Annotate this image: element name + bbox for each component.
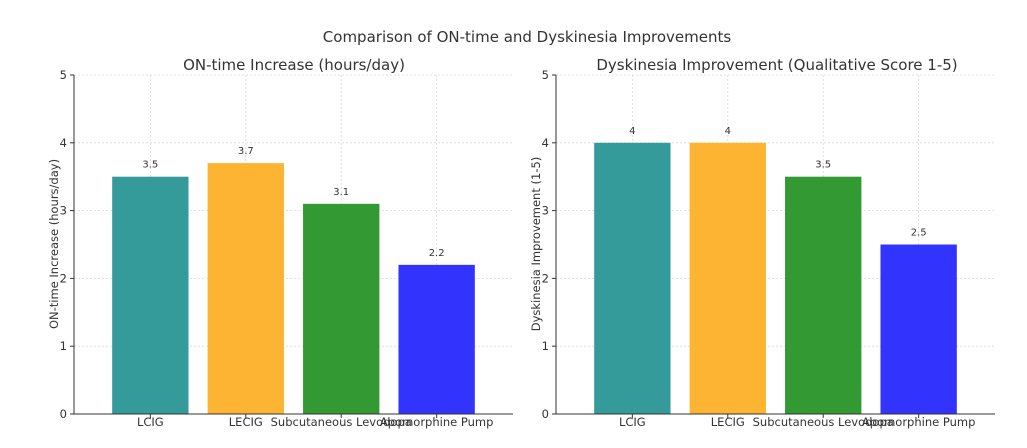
on-time-ytick-label: 5 — [60, 68, 67, 82]
chart-dyskinesia-plot: 0 1 2 3 4 5 4 LCIG 4 LECIG 3.5 Subcutaneous Levodop… — [542, 68, 995, 429]
on-time-ytick-label: 0 — [60, 407, 67, 421]
chart-on-time: ON-time Increase (hours/day) ON-time Inc… — [47, 56, 513, 429]
on-time-bar — [303, 203, 380, 414]
on-time-bar — [207, 163, 284, 414]
chart-dyskinesia-title: Dyskinesia Improvement (Qualitative Scor… — [596, 56, 957, 74]
dyskinesia-xtick-label: Subcutaneous Levodopa — [753, 415, 894, 429]
dyskinesia-xtick-label: Apomorphine Pump — [862, 415, 976, 429]
on-time-xtick-label: Subcutaneous Levodopa — [271, 415, 412, 429]
dyskinesia-xtick-label: LECIG — [711, 415, 745, 429]
dyskinesia-ytick-label: 0 — [542, 407, 549, 421]
dyskinesia-bar — [785, 176, 862, 414]
dyskinesia-data-label: 3.5 — [815, 160, 831, 171]
chart-on-time-title: ON-time Increase (hours/day) — [183, 56, 405, 74]
on-time-ytick-label: 3 — [60, 204, 67, 218]
chart-dyskinesia-ylabel: Dyskinesia Improvement (1-5) — [529, 157, 543, 332]
dyskinesia-bar — [880, 244, 957, 414]
on-time-ytick-label: 4 — [60, 136, 67, 150]
dyskinesia-bar — [594, 142, 671, 415]
on-time-data-label: 2.2 — [429, 248, 445, 259]
dyskinesia-ytick-label: 4 — [542, 136, 549, 150]
on-time-bar — [112, 176, 189, 414]
on-time-bar — [398, 264, 475, 414]
dyskinesia-ytick-label: 2 — [542, 271, 549, 285]
chart-on-time-plot: 0 1 2 3 4 5 3.5 LCIG 3.7 LECIG 3.1 Subcutaneous Lev… — [60, 68, 513, 429]
dyskinesia-data-label: 4 — [725, 126, 731, 137]
on-time-xtick-label: LCIG — [137, 415, 164, 429]
dyskinesia-ytick-label: 5 — [542, 68, 549, 82]
chart-on-time-ylabel: ON-time Increase (hours/day) — [47, 159, 61, 329]
dyskinesia-data-label: 2.5 — [911, 228, 927, 239]
on-time-ytick-label: 1 — [60, 339, 67, 353]
dyskinesia-data-label: 4 — [629, 126, 635, 137]
dyskinesia-ytick-label: 3 — [542, 204, 549, 218]
on-time-ytick-label: 2 — [60, 271, 67, 285]
chart-dyskinesia: Dyskinesia Improvement (Qualitative Scor… — [529, 56, 995, 429]
on-time-xtick-label: Apomorphine Pump — [380, 415, 494, 429]
dyskinesia-bar — [689, 142, 766, 415]
on-time-xtick-label: LECIG — [229, 415, 263, 429]
on-time-data-label: 3.1 — [333, 187, 349, 198]
figure-title: Comparison of ON-time and Dyskinesia Imp… — [323, 28, 732, 46]
dyskinesia-ytick-label: 1 — [542, 339, 549, 353]
on-time-data-label: 3.5 — [142, 160, 158, 171]
on-time-data-label: 3.7 — [238, 146, 254, 157]
dyskinesia-xtick-label: LCIG — [619, 415, 646, 429]
